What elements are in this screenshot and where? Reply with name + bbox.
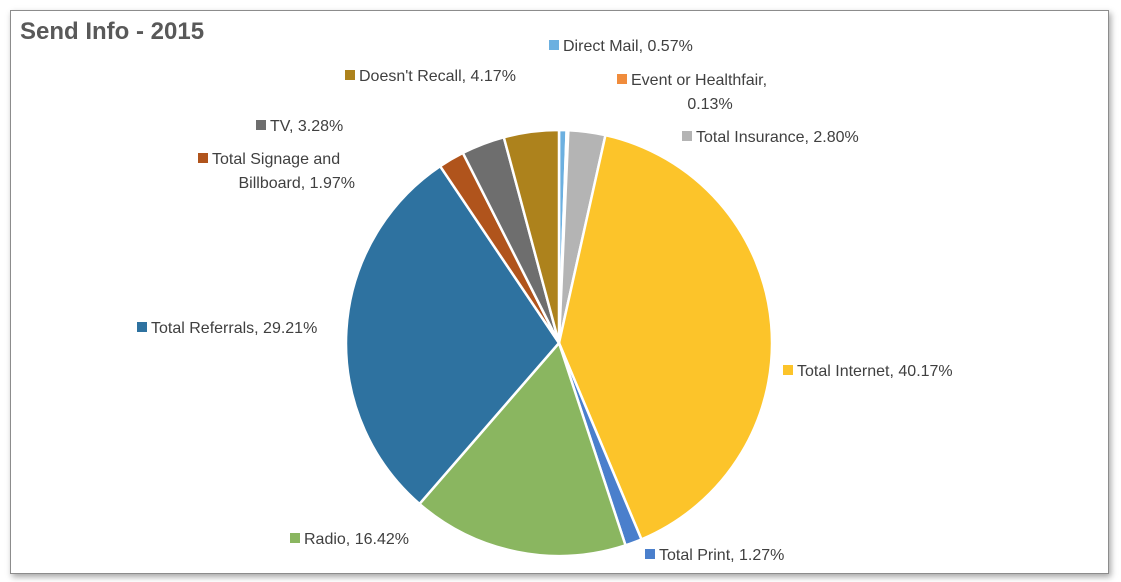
pie-slice-7: [344, 164, 561, 506]
data-label-5: Total Print, 1.27%: [659, 547, 784, 564]
legend-swatch-8: [198, 153, 208, 163]
chart-title: Send Info - 2015: [20, 18, 205, 45]
legend-swatch-10: [345, 70, 355, 80]
legend-swatch-7: [137, 322, 147, 332]
legend-swatch-6: [290, 533, 300, 543]
data-label-2-line-1: Event or Healthfair,: [631, 72, 767, 89]
data-label-1: Direct Mail, 0.57%: [563, 38, 693, 55]
data-label-6: Radio, 16.42%: [304, 531, 409, 548]
pie-slice-6: [418, 341, 627, 558]
legend-swatch-5: [645, 549, 655, 559]
data-label-8-line-1: Total Signage and: [212, 151, 340, 168]
data-label-10: Doesn't Recall, 4.17%: [359, 68, 516, 85]
pie-slice-4: [557, 133, 774, 541]
legend-swatch-4: [783, 365, 793, 375]
data-labels: Direct Mail, 0.57% Event or Healthfair, 0.…: [137, 38, 953, 564]
data-label-7: Total Referrals, 29.21%: [151, 320, 317, 337]
pie-slices: [344, 128, 774, 558]
data-label-9: TV, 3.28%: [270, 118, 343, 135]
data-label-2-line-2: 0.13%: [687, 96, 732, 113]
legend-swatch-3: [682, 131, 692, 141]
legend-swatch-2: [617, 74, 627, 84]
legend-swatch-9: [256, 120, 266, 130]
legend-swatch-1: [549, 40, 559, 50]
data-label-4: Total Internet, 40.17%: [797, 363, 953, 380]
pie-slice-10: [502, 128, 561, 345]
data-label-3: Total Insurance, 2.80%: [696, 129, 859, 146]
data-label-8-line-2: Billboard, 1.97%: [238, 175, 355, 192]
